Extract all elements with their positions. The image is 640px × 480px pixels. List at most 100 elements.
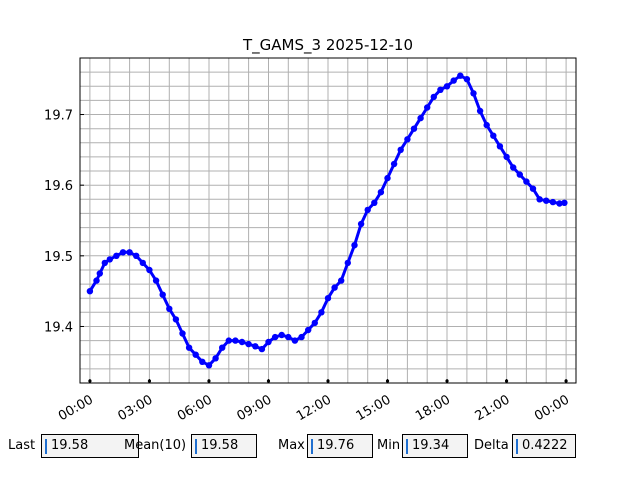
stat-min-label: Min xyxy=(377,438,401,453)
data-point xyxy=(166,305,173,312)
data-point xyxy=(510,164,517,171)
data-point xyxy=(86,288,94,295)
y-tick-label: 19.7 xyxy=(44,109,73,124)
data-point xyxy=(344,259,351,267)
data-point xyxy=(529,185,537,192)
x-tick-dot xyxy=(445,379,449,383)
x-tick-label: 15:00 xyxy=(354,392,394,424)
chart-title: T_GAMS_3 2025-12-10 xyxy=(242,36,413,55)
data-point xyxy=(96,270,104,277)
x-tick-label: 00:00 xyxy=(56,392,96,424)
data-point xyxy=(93,277,100,284)
data-point xyxy=(219,344,226,351)
data-point xyxy=(133,252,140,259)
data-point xyxy=(126,249,133,256)
data-point xyxy=(364,206,371,214)
x-tick-label: 18:00 xyxy=(413,392,453,424)
data-point xyxy=(390,160,398,168)
series-line xyxy=(88,74,566,367)
stat-max-label: Max xyxy=(278,438,305,453)
data-point xyxy=(424,104,431,111)
data-point xyxy=(476,107,484,115)
data-point xyxy=(490,132,497,139)
stat-last-value[interactable]: 19.58 xyxy=(41,434,139,458)
y-tick-label: 19.6 xyxy=(44,179,73,194)
data-point xyxy=(119,249,127,256)
y-axis: 19.4 19.5 19.6 19.7 xyxy=(44,109,84,335)
stat-max-value[interactable]: 19.76 xyxy=(307,434,373,458)
data-point xyxy=(152,277,160,284)
data-point xyxy=(516,171,523,178)
data-point xyxy=(331,284,338,291)
stat-mean-value[interactable]: 19.58 xyxy=(191,434,257,458)
stat-min-value[interactable]: 19.34 xyxy=(402,434,468,458)
x-tick-label: 06:00 xyxy=(175,392,215,424)
data-point xyxy=(172,316,180,323)
data-point xyxy=(271,333,279,341)
data-point xyxy=(338,277,345,284)
x-tick-dot xyxy=(207,379,211,383)
data-point xyxy=(225,337,232,344)
data-point xyxy=(561,199,568,206)
stat-delta-value[interactable]: 0.4222 xyxy=(512,434,576,458)
x-tick-dot xyxy=(88,379,92,383)
data-point xyxy=(351,242,358,249)
data-point xyxy=(463,76,471,83)
data-point xyxy=(397,146,404,153)
data-point xyxy=(318,309,325,316)
data-point xyxy=(503,153,510,161)
data-point xyxy=(556,200,563,207)
x-tick-dot xyxy=(504,379,509,383)
data-point xyxy=(450,77,457,84)
series-layer xyxy=(86,72,568,369)
data-point xyxy=(523,178,530,185)
chart-grid xyxy=(80,57,576,384)
data-point xyxy=(192,351,199,358)
data-point xyxy=(106,256,114,263)
data-point xyxy=(113,252,120,259)
data-point xyxy=(549,198,557,206)
data-point xyxy=(291,337,299,344)
line-chart: T_GAMS_3 2025-12-10 00:00 03:00 06:00 09:00… xyxy=(44,36,577,424)
data-point xyxy=(232,337,239,344)
stat-mean-label: Mean(10) xyxy=(124,438,187,453)
data-point xyxy=(324,295,332,302)
data-point xyxy=(285,333,292,341)
x-tick-label: 09:00 xyxy=(235,392,275,424)
data-point xyxy=(245,340,252,348)
data-point xyxy=(159,291,166,298)
data-point xyxy=(443,83,451,90)
x-tick-label: 03:00 xyxy=(115,392,155,424)
data-point xyxy=(384,174,391,182)
data-point xyxy=(305,326,312,334)
y-tick-label: 19.4 xyxy=(44,320,73,335)
x-tick-dot xyxy=(266,379,271,383)
stats-bar: Last 19.58 Mean(10) 19.58 Max 19.76 Min … xyxy=(0,430,640,460)
x-tick-dot xyxy=(385,379,390,383)
x-tick-label: 12:00 xyxy=(294,392,334,424)
data-point xyxy=(146,266,153,274)
data-point xyxy=(238,338,246,346)
data-point xyxy=(404,136,411,143)
x-tick-dot xyxy=(326,379,330,383)
data-point xyxy=(410,125,418,132)
data-point xyxy=(278,331,285,339)
data-point xyxy=(101,259,109,267)
data-point xyxy=(185,344,193,351)
data-point xyxy=(483,121,490,129)
x-tick-label: 21:00 xyxy=(473,392,513,424)
data-point xyxy=(377,189,385,196)
data-point xyxy=(179,330,186,337)
stat-last-label: Last xyxy=(8,438,36,453)
x-tick-dot xyxy=(564,379,568,383)
data-point xyxy=(212,355,219,362)
data-point xyxy=(457,72,464,79)
data-point xyxy=(298,333,305,341)
x-tick-dot xyxy=(147,379,152,383)
x-tick-label: 00:00 xyxy=(532,392,572,424)
data-point xyxy=(258,345,266,353)
data-point xyxy=(371,199,378,206)
data-point xyxy=(470,90,477,97)
data-point xyxy=(430,93,437,101)
y-tick-label: 19.5 xyxy=(44,250,73,265)
